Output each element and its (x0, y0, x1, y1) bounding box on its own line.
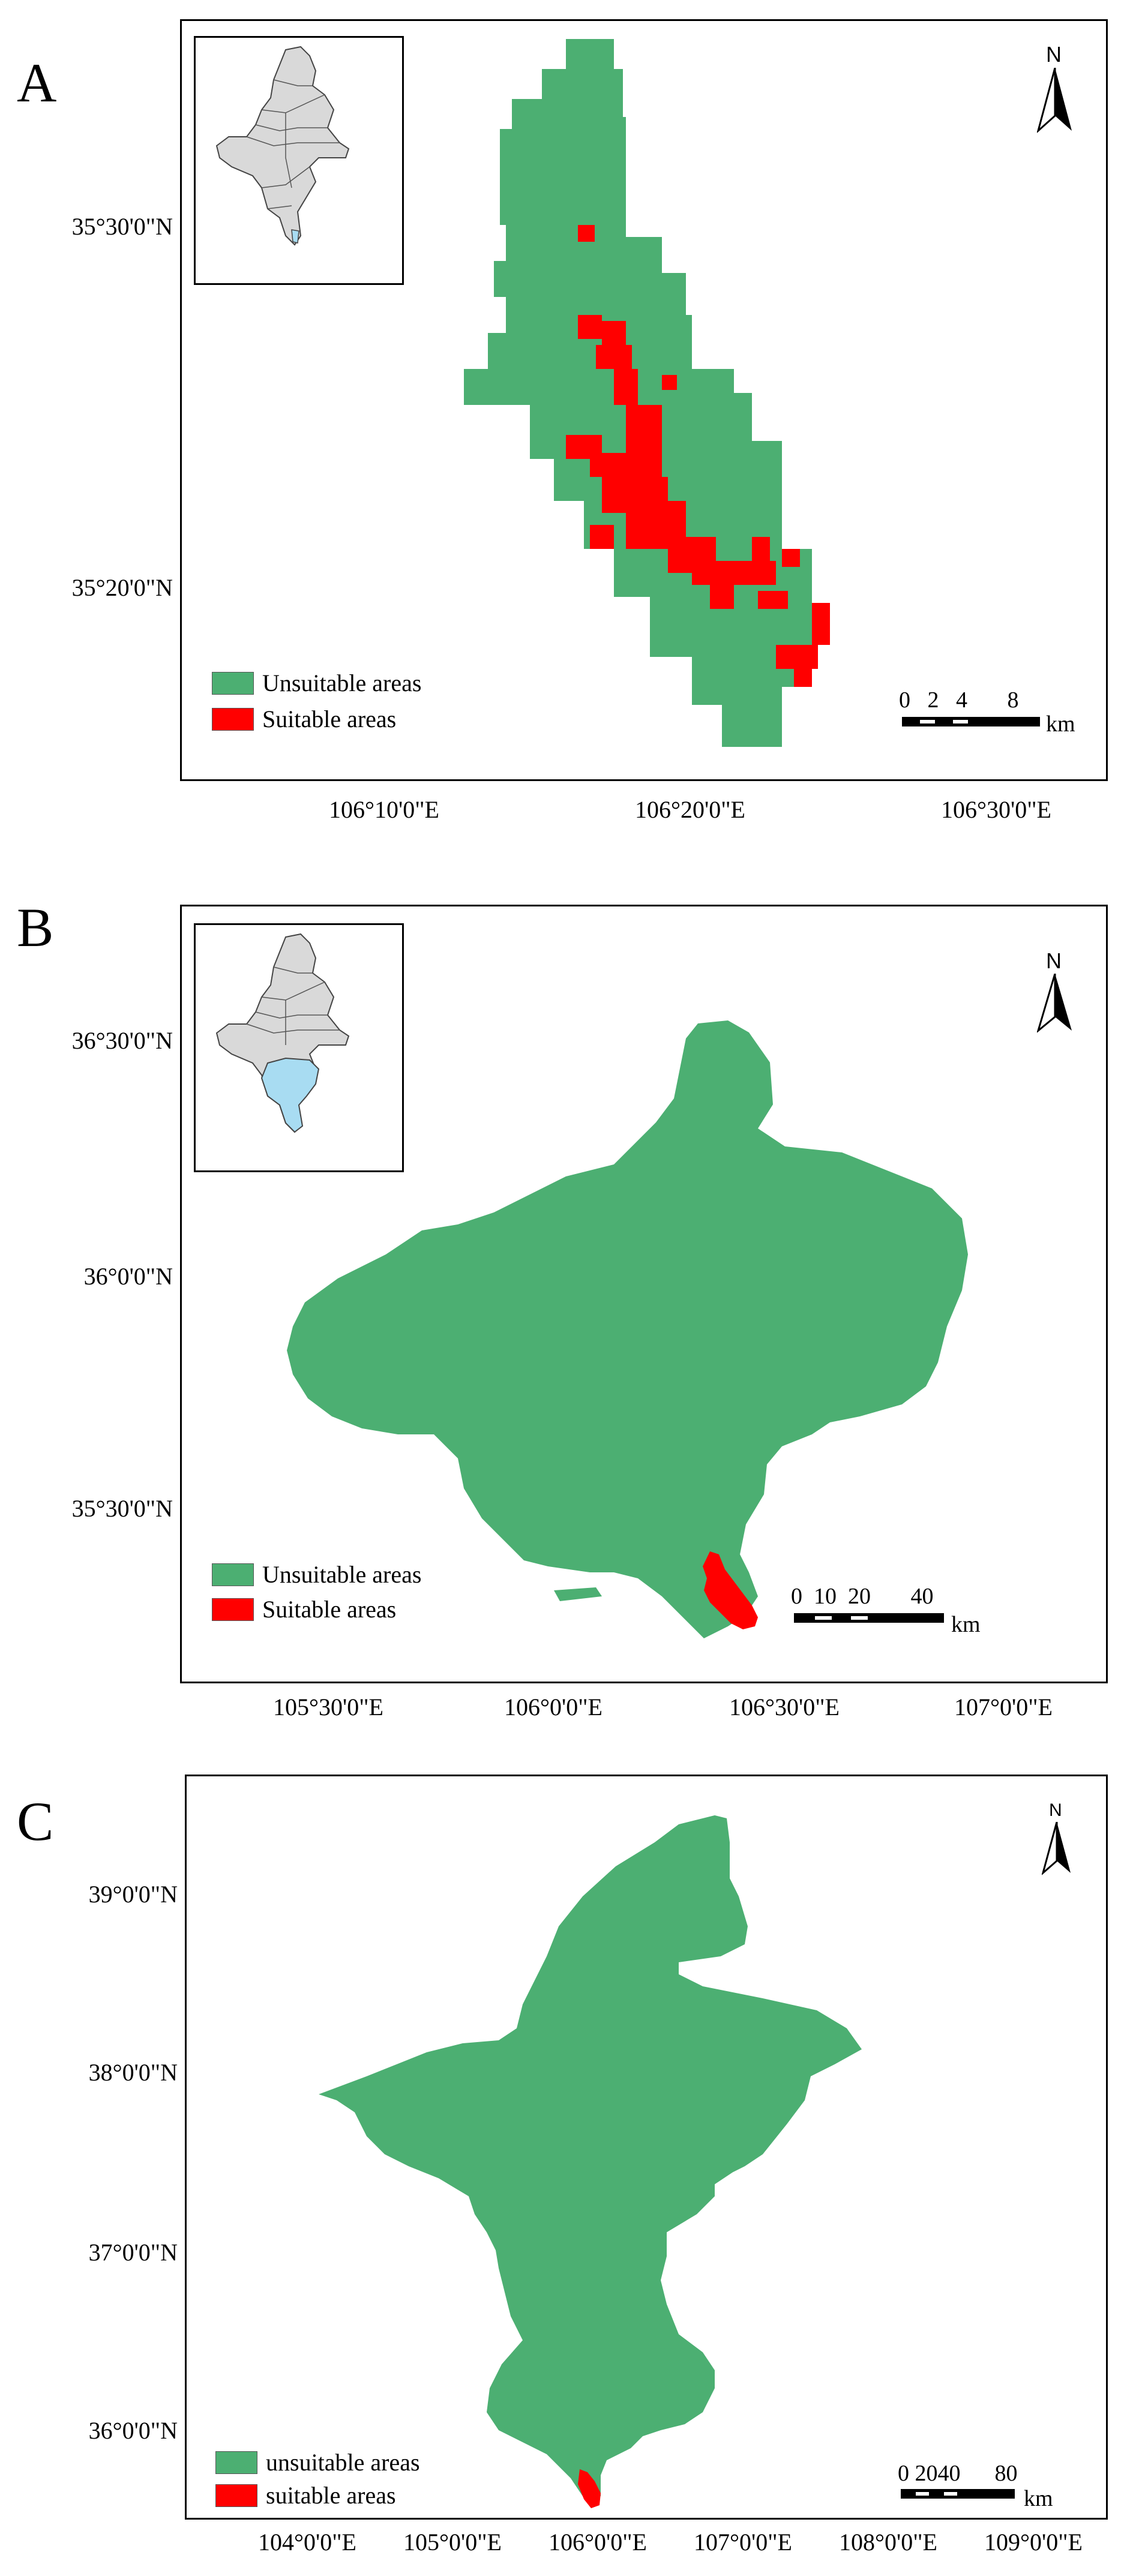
legend-label-suitable: Suitable areas (262, 705, 397, 732)
lon-label-c-6: 109°0'0"E (984, 2529, 1083, 2556)
map-c-canvas (319, 1815, 862, 2508)
inset-map-b (194, 923, 404, 1172)
lat-label-b-1: 36°30'0"N (71, 1027, 173, 1054)
legend-swatch-unsuitable (212, 671, 254, 695)
legend-suitable-b: Suitable areas (212, 1595, 396, 1623)
legend-label-unsuitable: Unsuitable areas (262, 669, 422, 696)
legend-label-suitable: suitable areas (266, 2482, 396, 2509)
legend-swatch-suitable (212, 1598, 254, 1621)
panel-c-letter: C (17, 1791, 54, 1852)
inset-map-a (194, 36, 404, 285)
panel-a-letter: A (17, 52, 57, 113)
legend-suitable-a: Suitable areas (212, 705, 396, 733)
legend-swatch-unsuitable (215, 2451, 257, 2474)
north-label-c: N (1049, 1800, 1062, 1820)
lon-label-c-1: 104°0'0"E (258, 2529, 356, 2556)
legend-label-unsuitable: unsuitable areas (266, 2449, 420, 2476)
legend-unsuitable-b: Unsuitable areas (212, 1560, 421, 1589)
legend-unsuitable-c: unsuitable areas (215, 2448, 420, 2476)
lat-label-c-3: 37°0'0"N (88, 2239, 178, 2266)
lon-label-b-1: 105°30'0"E (273, 1694, 383, 1721)
map-a-canvas (464, 39, 830, 747)
lat-label-b-2: 36°0'0"N (83, 1263, 173, 1290)
lon-label-a-2: 106°20'0"E (635, 796, 745, 823)
legend-swatch-suitable (212, 707, 254, 731)
lon-label-b-4: 107°0'0"E (954, 1694, 1053, 1721)
unsuitable-islet-b (554, 1587, 602, 1601)
lat-label-c-1: 39°0'0"N (88, 1881, 178, 1908)
lat-label-a-2: 35°20'0"N (71, 574, 173, 601)
panel-b-letter: B (17, 897, 54, 958)
map-frame-b: Unsuitable areas Suitable areas 0 10 20 … (180, 905, 1108, 1683)
map-frame-a: Unsuitable areas Suitable areas 0 2 4 8 … (180, 19, 1108, 781)
lon-label-b-2: 106°0'0"E (504, 1694, 603, 1721)
lon-label-c-4: 107°0'0"E (694, 2529, 792, 2556)
lat-label-a-1: 35°30'0"N (71, 213, 173, 240)
lon-label-a-1: 106°10'0"E (329, 796, 439, 823)
suitable-region-b (703, 1551, 758, 1629)
scale-numbers-c: 0 2040 80 (898, 2461, 1018, 2486)
unsuitable-region-c (319, 1815, 862, 2496)
north-label-a: N (1046, 42, 1062, 67)
scale-numbers-b: 0 10 20 40 (791, 1584, 934, 1609)
district-lines-a (246, 79, 340, 209)
unsuitable-region-b (287, 1020, 968, 1638)
inset-highlight-a (291, 229, 299, 244)
province-outline-a (215, 46, 350, 246)
legend-label-unsuitable: Unsuitable areas (262, 1561, 422, 1588)
unsuitable-region-a (464, 39, 830, 747)
suitable-region-c (578, 2469, 601, 2508)
lon-label-b-3: 106°30'0"E (729, 1694, 840, 1721)
north-label-b: N (1046, 948, 1062, 973)
inset-highlight-b (260, 1057, 320, 1133)
scale-bar-c (901, 2489, 1015, 2499)
scale-bar-a (902, 717, 1040, 726)
lon-label-c-2: 105°0'0"E (403, 2529, 502, 2556)
legend-swatch-unsuitable (212, 1563, 254, 1586)
lon-label-c-3: 106°0'0"E (548, 2529, 647, 2556)
suitable-region-a (566, 225, 830, 687)
scale-bar-b (794, 1613, 944, 1623)
lat-label-c-4: 36°0'0"N (88, 2417, 178, 2444)
map-frame-c: unsuitable areas suitable areas 0 2040 8… (185, 1775, 1108, 2520)
legend-label-suitable: Suitable areas (262, 1596, 397, 1623)
map-b-canvas (287, 1020, 968, 1638)
lon-label-c-5: 108°0'0"E (839, 2529, 937, 2556)
lat-label-b-3: 35°30'0"N (71, 1495, 173, 1522)
scale-unit-a: km (1046, 711, 1075, 737)
legend-unsuitable-a: Unsuitable areas (212, 669, 421, 697)
district-lines-b (246, 966, 340, 1045)
north-arrow-icon (1037, 68, 1072, 133)
north-arrow-icon (1042, 1822, 1071, 1875)
lon-label-a-3: 106°30'0"E (941, 796, 1051, 823)
scale-unit-c: km (1024, 2486, 1053, 2511)
scale-unit-b: km (951, 1612, 981, 1637)
legend-suitable-c: suitable areas (215, 2481, 396, 2509)
lat-label-c-2: 38°0'0"N (88, 2059, 178, 2086)
north-arrow-icon (1037, 974, 1072, 1033)
scale-numbers-a: 0 2 4 8 (899, 687, 1019, 713)
legend-swatch-suitable (215, 2484, 257, 2507)
